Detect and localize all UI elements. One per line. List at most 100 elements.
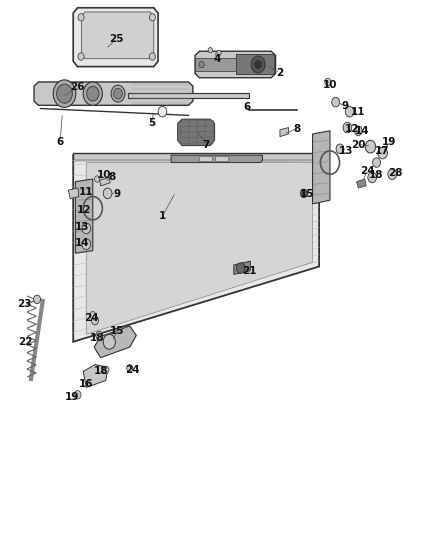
Text: 11: 11 (79, 187, 93, 197)
Text: 14: 14 (355, 126, 370, 136)
Text: 5: 5 (148, 118, 155, 128)
Text: 9: 9 (342, 101, 349, 111)
Circle shape (368, 172, 377, 183)
Text: 4: 4 (213, 54, 220, 63)
Circle shape (345, 107, 354, 117)
Text: 8: 8 (294, 124, 301, 134)
Text: 15: 15 (110, 326, 124, 336)
Text: 19: 19 (65, 392, 79, 402)
Circle shape (251, 56, 265, 73)
Circle shape (78, 53, 84, 60)
Circle shape (332, 98, 339, 107)
Text: 26: 26 (71, 82, 85, 92)
Text: 9: 9 (113, 189, 120, 199)
Text: 16: 16 (79, 379, 93, 389)
Polygon shape (313, 131, 330, 204)
Polygon shape (100, 177, 110, 186)
Circle shape (149, 53, 155, 60)
Circle shape (57, 84, 72, 103)
Circle shape (388, 169, 396, 180)
Circle shape (82, 239, 91, 249)
Text: 10: 10 (323, 79, 337, 90)
Polygon shape (127, 93, 250, 98)
Polygon shape (73, 152, 319, 160)
Polygon shape (195, 51, 276, 78)
Polygon shape (357, 179, 366, 188)
Circle shape (92, 317, 99, 325)
Polygon shape (73, 8, 158, 67)
Circle shape (254, 60, 261, 69)
Text: 24: 24 (125, 365, 139, 375)
Polygon shape (280, 127, 289, 136)
Circle shape (365, 140, 376, 153)
Polygon shape (75, 179, 93, 253)
Text: 6: 6 (244, 102, 251, 112)
Circle shape (343, 122, 352, 133)
Circle shape (149, 13, 155, 21)
Circle shape (217, 50, 221, 55)
Text: 14: 14 (74, 238, 89, 248)
Polygon shape (86, 163, 313, 334)
Circle shape (53, 80, 76, 108)
Circle shape (111, 85, 125, 102)
Text: 11: 11 (351, 107, 366, 117)
Text: 19: 19 (381, 137, 396, 147)
Text: 8: 8 (109, 172, 116, 182)
Circle shape (78, 13, 84, 21)
Text: 12: 12 (77, 205, 92, 215)
Polygon shape (199, 156, 212, 161)
Polygon shape (94, 326, 136, 358)
Circle shape (127, 365, 133, 372)
Text: 28: 28 (388, 168, 403, 178)
Text: 22: 22 (18, 337, 32, 347)
Polygon shape (68, 188, 79, 199)
Circle shape (83, 82, 102, 106)
Circle shape (90, 312, 96, 319)
Circle shape (82, 223, 91, 233)
Text: 2: 2 (276, 68, 283, 78)
Circle shape (103, 366, 109, 374)
Polygon shape (178, 119, 215, 146)
Polygon shape (195, 58, 237, 71)
Text: 10: 10 (96, 171, 111, 180)
Text: 21: 21 (242, 266, 257, 276)
Circle shape (74, 391, 81, 399)
Text: 13: 13 (339, 146, 354, 156)
Text: 24: 24 (85, 313, 99, 323)
Circle shape (103, 188, 112, 199)
Text: 23: 23 (17, 298, 31, 309)
Polygon shape (73, 155, 319, 342)
Text: 25: 25 (110, 34, 124, 44)
Text: 12: 12 (345, 124, 359, 134)
Circle shape (378, 147, 388, 159)
Polygon shape (215, 156, 228, 161)
Text: 15: 15 (300, 189, 314, 199)
Text: 24: 24 (360, 166, 374, 176)
Circle shape (96, 331, 103, 340)
Circle shape (336, 144, 344, 154)
Text: 7: 7 (202, 140, 210, 150)
Circle shape (34, 295, 41, 304)
Circle shape (158, 107, 167, 117)
Circle shape (354, 126, 362, 135)
Text: 6: 6 (57, 137, 64, 147)
Text: 17: 17 (375, 146, 389, 156)
Text: 20: 20 (351, 140, 366, 150)
Text: 18: 18 (369, 171, 384, 180)
Polygon shape (234, 261, 251, 274)
Circle shape (325, 78, 331, 86)
Circle shape (199, 61, 204, 68)
Text: 18: 18 (94, 367, 109, 376)
Polygon shape (81, 12, 154, 59)
Circle shape (87, 86, 99, 101)
Circle shape (103, 334, 116, 349)
Polygon shape (83, 365, 108, 387)
Polygon shape (237, 54, 275, 75)
Circle shape (237, 263, 245, 273)
Polygon shape (34, 82, 193, 106)
Circle shape (300, 189, 307, 198)
Text: 13: 13 (74, 222, 89, 232)
Polygon shape (171, 155, 262, 163)
Circle shape (373, 158, 381, 167)
Circle shape (208, 47, 212, 53)
